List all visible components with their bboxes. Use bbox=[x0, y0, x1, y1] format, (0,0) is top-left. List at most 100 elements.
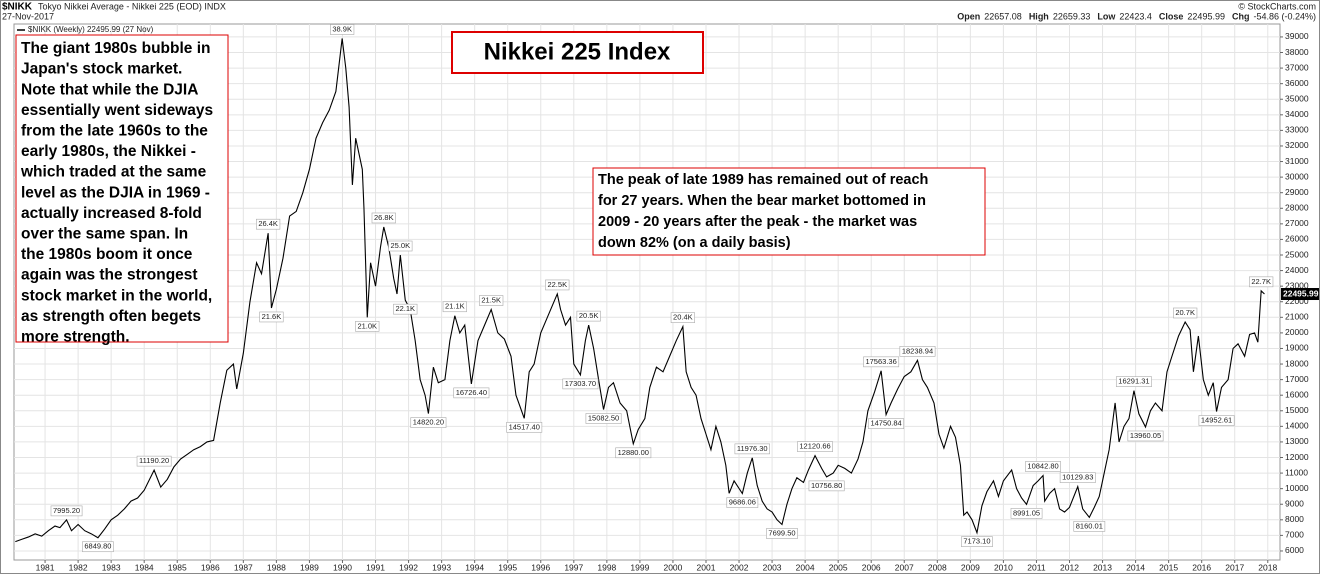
y-tick-label: 14000 bbox=[1285, 421, 1309, 431]
subtitle: Tokyo Nikkei Average - Nikkei 225 (EOD) … bbox=[38, 1, 226, 11]
ohlc-value: 22495.99 bbox=[1187, 11, 1225, 21]
source: © StockCharts.com bbox=[1238, 1, 1316, 11]
note-line: as strength often begets bbox=[21, 308, 201, 325]
y-tick-label: 39000 bbox=[1285, 31, 1309, 41]
annotation-box bbox=[371, 212, 396, 224]
x-tick-label: 2004 bbox=[796, 562, 815, 572]
annotation-box bbox=[726, 497, 759, 508]
annotation-box bbox=[899, 346, 936, 357]
note-line: down 82% (on a daily basis) bbox=[598, 235, 791, 251]
annotation-box bbox=[1198, 415, 1235, 426]
note-line: Japan's stock market. bbox=[21, 61, 182, 78]
x-tick-label: 2018 bbox=[1258, 562, 1277, 572]
x-tick-label: 2008 bbox=[928, 562, 947, 572]
annotation-box bbox=[1010, 508, 1043, 519]
note-line: early 1980s, the Nikkei - bbox=[21, 143, 196, 160]
annotation-box bbox=[576, 310, 601, 322]
annotation-box bbox=[1073, 521, 1106, 532]
annotation-box bbox=[259, 311, 284, 323]
date: 27-Nov-2017 bbox=[2, 11, 54, 21]
y-tick-label: 29000 bbox=[1285, 187, 1309, 197]
annotation-label: 26.4K bbox=[258, 219, 278, 228]
x-tick-label: 2011 bbox=[1027, 562, 1046, 572]
annotation-box bbox=[393, 303, 418, 315]
annotation-box bbox=[442, 301, 467, 313]
x-tick-label: 2014 bbox=[1126, 562, 1145, 572]
annotation-box bbox=[355, 321, 380, 332]
note-line: the 1980s boom it once bbox=[21, 246, 193, 263]
annotation-label: 17303.70 bbox=[565, 379, 596, 388]
annotation-label: 7173.10 bbox=[963, 537, 990, 546]
annotation-label: 16726.40 bbox=[456, 388, 487, 397]
x-tick-label: 1982 bbox=[69, 562, 88, 572]
annotation-label: 6849.80 bbox=[84, 542, 111, 551]
annotation-label: 7995.20 bbox=[53, 506, 80, 515]
y-tick-label: 32000 bbox=[1285, 140, 1309, 150]
y-tick-label: 8000 bbox=[1285, 514, 1304, 524]
annotation-label: 22.7K bbox=[1251, 277, 1271, 286]
x-tick-label: 1984 bbox=[135, 562, 154, 572]
note-line: The peak of late 1989 has remained out o… bbox=[598, 172, 928, 188]
annotation-box bbox=[453, 387, 490, 399]
x-tick-label: 2016 bbox=[1192, 562, 1211, 572]
annotation-box bbox=[1249, 276, 1274, 288]
note-line: 2009 - 20 years after the peak - the mar… bbox=[598, 214, 917, 230]
annotation-label: 12880.00 bbox=[618, 448, 649, 457]
annotation-label: 25.0K bbox=[391, 241, 411, 250]
annotation-label: 17563.36 bbox=[865, 357, 896, 366]
annotation-label: 14820.20 bbox=[413, 418, 444, 427]
x-tick-label: 2007 bbox=[895, 562, 914, 572]
symbol: $NIKK bbox=[2, 2, 33, 13]
x-tick-label: 1981 bbox=[36, 562, 55, 572]
note-line: over the same span. In bbox=[21, 225, 188, 242]
ohlc-value: 22423.4 bbox=[1119, 11, 1152, 21]
note-line: actually increased 8-fold bbox=[21, 205, 202, 222]
last-value-box bbox=[1281, 288, 1319, 301]
annotation-label: 11976.30 bbox=[737, 444, 768, 453]
x-tick-label: 1994 bbox=[465, 562, 484, 572]
y-tick-label: 12000 bbox=[1285, 452, 1309, 462]
y-tick-label: 9000 bbox=[1285, 498, 1304, 508]
y-tick-label: 36000 bbox=[1285, 78, 1309, 88]
y-tick-label: 35000 bbox=[1285, 93, 1309, 103]
annotation-box bbox=[734, 443, 770, 455]
y-tick-label: 34000 bbox=[1285, 109, 1309, 119]
annotation-label: 8991.05 bbox=[1013, 508, 1040, 517]
annotation-label: 10756.80 bbox=[811, 481, 842, 490]
x-tick-label: 1998 bbox=[597, 562, 616, 572]
note-line: again was the strongest bbox=[21, 267, 198, 284]
annotation-box bbox=[863, 356, 900, 368]
ohlc-value: -54.86 (-0.24%) bbox=[1253, 11, 1316, 21]
ohlc-value: 22657.08 bbox=[984, 11, 1022, 21]
annotation-label: 22.1K bbox=[395, 304, 415, 313]
annotation-box bbox=[1059, 472, 1096, 483]
y-tick-label: 22000 bbox=[1285, 296, 1309, 306]
x-tick-label: 2006 bbox=[862, 562, 881, 572]
x-tick-label: 1997 bbox=[564, 562, 583, 572]
annotation-label: 9686.06 bbox=[729, 498, 756, 507]
x-tick-label: 1985 bbox=[168, 562, 187, 572]
x-tick-label: 2000 bbox=[663, 562, 682, 572]
x-tick-label: 1989 bbox=[300, 562, 319, 572]
annotation-label: 21.1K bbox=[445, 302, 465, 311]
x-tick-label: 1986 bbox=[201, 562, 220, 572]
ohlc: Open 22657.08 High 22659.33 Low 22423.4 Close 2… bbox=[957, 11, 1316, 21]
annotation-box bbox=[82, 541, 114, 553]
x-tick-label: 2003 bbox=[763, 562, 782, 572]
note-line: level as the DJIA in 1969 - bbox=[21, 184, 210, 201]
x-tick-label: 2009 bbox=[961, 562, 980, 572]
annotation-box bbox=[615, 447, 652, 459]
price-line bbox=[15, 38, 1265, 543]
note-line: The giant 1980s bubble in bbox=[21, 40, 210, 57]
x-tick-label: 1996 bbox=[531, 562, 550, 572]
annotation-box bbox=[50, 505, 83, 517]
ohlc-name: Low bbox=[1097, 11, 1116, 21]
annotation-label: 21.6K bbox=[262, 312, 282, 321]
annotation-label: 7699.50 bbox=[768, 528, 795, 537]
ohlc-name: Close bbox=[1159, 11, 1184, 21]
y-tick-label: 33000 bbox=[1285, 125, 1309, 135]
annotation-box bbox=[1127, 430, 1164, 442]
annotation-box bbox=[670, 312, 695, 323]
x-tick-label: 1999 bbox=[630, 562, 649, 572]
annotation-label: 12120.66 bbox=[799, 442, 830, 451]
